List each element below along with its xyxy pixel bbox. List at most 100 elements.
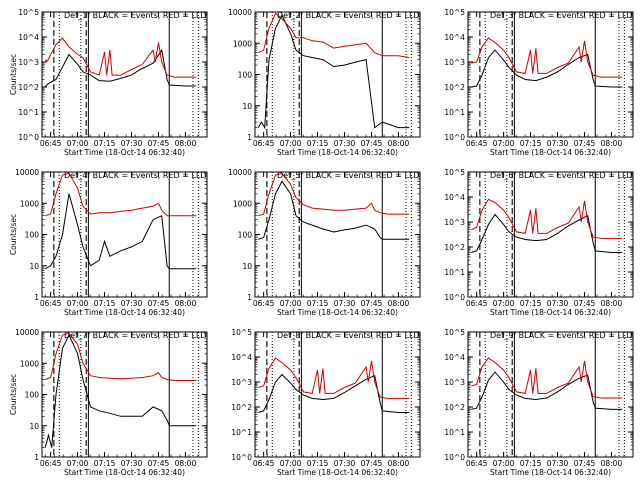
- y-axis-label: Counts/sec: [9, 54, 18, 95]
- y-tick-label: 10000: [15, 328, 39, 337]
- events-series-line: [471, 49, 623, 88]
- y-tick-label: 10^2: [444, 243, 465, 252]
- x-tick-label: 07:45: [148, 459, 170, 468]
- panel-title: Det_6f BLACK = Events, RED = LLD: [490, 171, 633, 180]
- x-tick-label: 08:00: [388, 459, 410, 468]
- plot-frame: [467, 11, 634, 138]
- events-series-line: [471, 213, 623, 253]
- y-tick-label: 10^3: [18, 58, 39, 67]
- x-tick-label: 07:15: [94, 459, 116, 468]
- y-tick-label: 10: [29, 262, 39, 271]
- marker-lines: [53, 12, 199, 137]
- y-tick-label: 10: [242, 262, 252, 271]
- x-tick-label: 08:00: [175, 139, 197, 148]
- events-series-line: [258, 180, 410, 240]
- x-tick-label: 07:15: [520, 139, 542, 148]
- x-axis-label: Start Time (18-Oct-14 06:32:40): [277, 468, 398, 477]
- x-tick-label: 06:45: [40, 139, 62, 148]
- x-tick-label: 07:45: [574, 459, 596, 468]
- y-tick-label: 10^1: [444, 268, 465, 277]
- plot-frame: [254, 331, 421, 458]
- panel-det-4: 1 10 100 1000 10000 06:45 07:00 07:15 07:30 07:45…: [9, 168, 208, 317]
- y-tick-label: 10^0: [444, 293, 465, 302]
- y-tick-label: 10: [29, 422, 39, 431]
- x-tick-label: 07:15: [307, 459, 329, 468]
- x-tick-label: 07:00: [493, 299, 515, 308]
- marker-lines: [479, 332, 625, 457]
- x-axis-label: Start Time (18-Oct-14 06:32:40): [277, 308, 398, 317]
- y-tick-label: 10^4: [444, 33, 465, 42]
- y-tick-label: 10^5: [18, 8, 39, 17]
- x-tick-label: 07:00: [493, 139, 515, 148]
- x-tick-label: 07:15: [94, 139, 116, 148]
- x-tick-label: 07:00: [280, 299, 302, 308]
- lld-series-line: [45, 172, 197, 217]
- y-tick-label: 1: [34, 293, 39, 302]
- x-axis-label: Start Time (18-Oct-14 06:32:40): [277, 148, 398, 157]
- panel-det-8: 10^0 10^1 10^2 10^3 10^4 10^5 06:45 07:00 07:15 0…: [231, 328, 421, 477]
- x-tick-label: 07:45: [574, 299, 596, 308]
- x-tick-label: 07:15: [307, 299, 329, 308]
- y-tick-label: 1000: [233, 39, 252, 48]
- x-tick-label: 07:15: [520, 459, 542, 468]
- marker-lines: [266, 12, 412, 137]
- panel-det-9: 10^0 10^1 10^2 10^3 10^4 10^5 06:45 07:00 07:15 0…: [444, 328, 634, 477]
- panel-title: Det_4f BLACK = Events, RED = LLD: [64, 171, 207, 180]
- x-tick-label: 07:45: [361, 459, 383, 468]
- lld-series-line: [258, 357, 410, 399]
- x-tick-label: 07:30: [121, 459, 143, 468]
- lld-series-line: [258, 172, 410, 217]
- events-series-line: [471, 371, 623, 410]
- plot-frame: [254, 171, 421, 298]
- x-tick-label: 07:15: [94, 299, 116, 308]
- x-tick-label: 06:45: [466, 139, 488, 148]
- y-tick-label: 10^2: [444, 83, 465, 92]
- x-tick-label: 07:45: [148, 299, 170, 308]
- x-tick-label: 06:45: [40, 299, 62, 308]
- y-tick-label: 10000: [15, 168, 39, 177]
- y-tick-label: 10^3: [444, 218, 465, 227]
- x-tick-label: 07:30: [334, 459, 356, 468]
- marker-lines: [479, 172, 625, 297]
- y-tick-label: 10^0: [231, 453, 252, 462]
- x-tick-label: 07:00: [67, 299, 89, 308]
- x-tick-label: 07:45: [574, 139, 596, 148]
- x-tick-label: 07:15: [307, 139, 329, 148]
- y-tick-label: 10^0: [444, 453, 465, 462]
- x-tick-label: 06:45: [253, 459, 275, 468]
- lld-series-line: [471, 198, 623, 239]
- events-series-line: [44, 193, 197, 270]
- y-tick-label: 10^5: [444, 328, 465, 337]
- marker-lines: [53, 172, 199, 297]
- panel-title: Det_9f BLACK = Events, RED = LLD: [490, 331, 633, 340]
- x-tick-label: 06:45: [466, 299, 488, 308]
- y-tick-label: 10^3: [444, 378, 465, 387]
- y-tick-label: 10^0: [444, 133, 465, 142]
- lld-series-line: [471, 37, 623, 78]
- y-tick-label: 10^5: [444, 8, 465, 17]
- x-tick-label: 07:00: [493, 459, 515, 468]
- x-tick-label: 08:00: [601, 459, 623, 468]
- x-tick-label: 07:30: [334, 299, 356, 308]
- y-tick-label: 10000: [228, 168, 252, 177]
- x-axis-label: Start Time (18-Oct-14 06:32:40): [64, 308, 185, 317]
- panel-det-6: 10^0 10^1 10^2 10^3 10^4 10^5 06:45 07:00 07:15 0…: [444, 168, 634, 317]
- lld-series-line: [44, 37, 197, 78]
- y-tick-label: 1000: [233, 199, 252, 208]
- plot-frame: [41, 171, 208, 298]
- y-tick-label: 10: [242, 102, 252, 111]
- marker-lines: [53, 332, 199, 457]
- x-axis-label: Start Time (18-Oct-14 06:32:40): [64, 468, 185, 477]
- y-tick-label: 10^0: [18, 133, 39, 142]
- plot-frame: [467, 331, 634, 458]
- panel-det-2: 1 10 100 1000 10000 06:45 07:00 07:15 07:30 07:45…: [228, 8, 421, 157]
- x-axis-label: Start Time (18-Oct-14 06:32:40): [490, 468, 611, 477]
- x-tick-label: 07:30: [334, 139, 356, 148]
- panel-title: Det_1f BLACK = Events, RED = LLD: [64, 11, 207, 20]
- marker-lines: [479, 12, 625, 137]
- events-series-line: [258, 373, 410, 413]
- panel-title: Det_5f BLACK = Events, RED = LLD: [277, 171, 420, 180]
- x-axis-label: Start Time (18-Oct-14 06:32:40): [490, 308, 611, 317]
- x-tick-label: 07:00: [280, 459, 302, 468]
